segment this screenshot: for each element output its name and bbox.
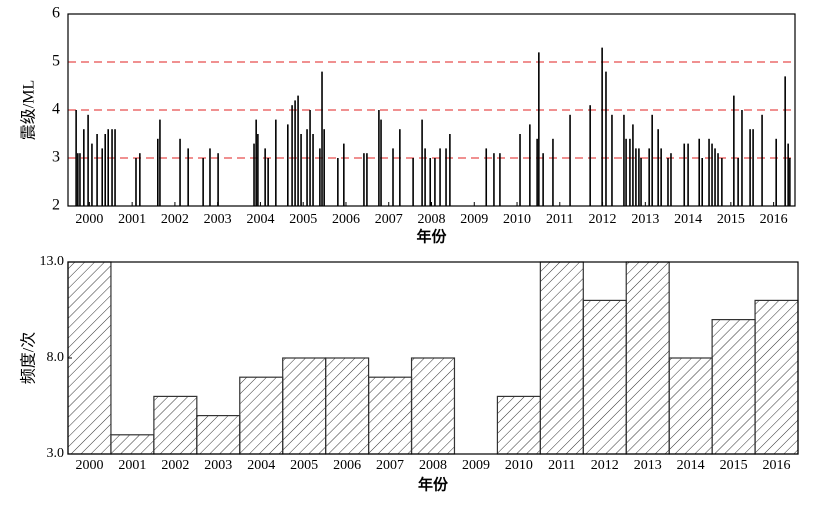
x-tick-label: 2001: [118, 458, 146, 473]
bar: [754, 299, 799, 455]
x-tick-label: 2009: [460, 212, 488, 227]
x-tick-label: 2002: [161, 212, 189, 227]
y-axis-title: 频度/次: [20, 332, 38, 384]
x-tick-label: 2013: [634, 458, 662, 473]
x-tick-label: 2000: [75, 458, 103, 473]
x-tick-label: 2011: [548, 458, 575, 473]
bar: [625, 261, 670, 455]
bar: [367, 376, 413, 455]
x-tick-label: 2015: [717, 212, 745, 227]
bar: [67, 261, 112, 455]
x-axis-title: 年份: [416, 227, 447, 245]
x-tick-label: 2009: [462, 458, 490, 473]
y-tick-label: 2: [52, 197, 60, 214]
x-tick-label: 2013: [631, 212, 659, 227]
plot-frame: [67, 13, 796, 207]
bar: [196, 415, 241, 455]
x-tick-label: 2006: [333, 458, 361, 473]
x-tick-label: 2008: [418, 212, 446, 227]
x-tick-label: 2010: [505, 458, 533, 473]
bar: [668, 357, 713, 455]
y-axis-title: 震级/ML: [20, 80, 38, 140]
x-tick-label: 2005: [290, 458, 318, 473]
x-tick-label: 2005: [289, 212, 317, 227]
bar: [282, 357, 327, 455]
x-tick-label: 2012: [591, 458, 619, 473]
x-tick-label: 2006: [332, 212, 360, 227]
plot-frame: [67, 261, 799, 455]
x-tick-label: 2007: [376, 458, 404, 473]
x-tick-label: 2014: [674, 212, 702, 227]
x-tick-label: 2007: [375, 212, 403, 227]
x-tick-label: 2014: [677, 458, 705, 473]
bar: [410, 357, 456, 455]
y-tick-label: 5: [52, 53, 60, 70]
y-tick-label: 4: [52, 101, 60, 118]
x-axis-title: 年份: [418, 475, 449, 493]
bar: [325, 357, 370, 455]
x-tick-label: 2015: [720, 458, 748, 473]
x-tick-label: 2011: [546, 212, 573, 227]
bar: [539, 261, 584, 455]
bar: [110, 434, 155, 455]
bar: [239, 376, 284, 455]
x-tick-label: 2012: [589, 212, 617, 227]
y-tick-label: 13.0: [40, 254, 65, 269]
x-tick-label: 2016: [760, 212, 788, 227]
x-tick-label: 2004: [247, 458, 275, 473]
x-tick-label: 2010: [503, 212, 531, 227]
x-tick-label: 2002: [161, 458, 189, 473]
x-tick-label: 2001: [118, 212, 146, 227]
x-tick-label: 2008: [419, 458, 447, 473]
x-tick-label: 2003: [204, 458, 232, 473]
x-tick-label: 2000: [75, 212, 103, 227]
y-tick-label: 8.0: [47, 350, 65, 365]
bar: [711, 319, 756, 455]
bar: [153, 395, 198, 455]
y-tick-label: 3.0: [47, 446, 65, 461]
bar: [496, 395, 541, 455]
y-tick-label: 6: [52, 5, 60, 22]
x-tick-label: 2016: [763, 458, 791, 473]
x-tick-label: 2004: [246, 212, 274, 227]
bar: [582, 299, 627, 455]
y-tick-label: 3: [52, 149, 60, 166]
x-tick-label: 2003: [204, 212, 232, 227]
